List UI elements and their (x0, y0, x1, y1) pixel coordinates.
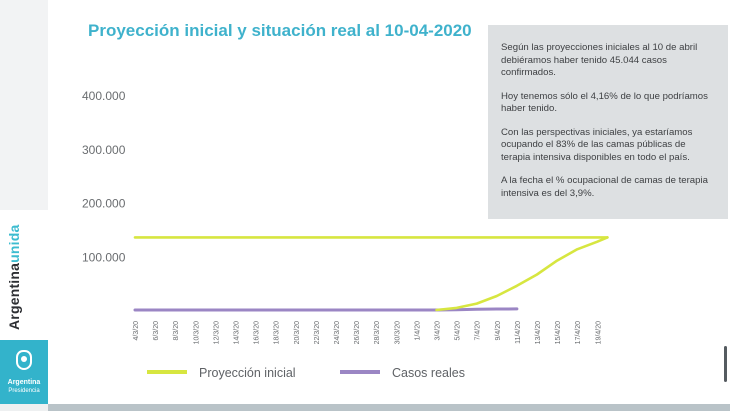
y-tick-label: 100.000 (82, 250, 126, 264)
x-tick-label: 24/3/20 (334, 321, 341, 344)
x-tick-label: 20/3/20 (294, 321, 301, 344)
left-strip (0, 0, 48, 210)
x-tick-label: 3/4/20 (435, 321, 442, 341)
x-tick-label: 17/4/20 (575, 321, 582, 344)
info-paragraph-3: Con las perspectivas iniciales, ya estar… (501, 126, 693, 163)
y-tick-label: 200.000 (82, 197, 126, 211)
info-panel: Según las proyecciones iniciales al 10 d… (488, 25, 728, 219)
x-tick-label: 26/3/20 (354, 321, 361, 344)
x-tick-label: 12/3/20 (213, 321, 220, 344)
x-tick-label: 15/4/20 (555, 321, 562, 344)
x-tick-label: 14/3/20 (234, 321, 241, 344)
x-tick-label: 10/3/20 (193, 321, 200, 344)
legend-label: Casos reales (392, 366, 465, 380)
x-tick-label: 22/3/20 (314, 321, 321, 344)
x-tick-label: 11/4/20 (515, 321, 522, 344)
info-paragraph-1: Según las proyecciones iniciales al 10 d… (501, 42, 698, 78)
info-paragraph-2: Hoy tenemos sólo el 4,16% de lo que podr… (501, 90, 708, 115)
y-tick-label: 300.000 (82, 143, 126, 157)
x-tick-label: 19/4/20 (595, 321, 602, 344)
argentina-presidencia-logo: Argentina Presidencia (0, 340, 48, 404)
info-paragraph-4: A la fecha el % ocupacional de camas de … (501, 175, 708, 199)
x-tick-label: 18/3/20 (274, 321, 281, 344)
x-tick-label: 1/4/20 (414, 321, 421, 341)
series-line-3 (435, 236, 609, 312)
argentina-shield-icon (16, 350, 32, 370)
logo-line-presidencia: Presidencia (8, 388, 40, 394)
x-tick-label: 13/4/20 (535, 321, 542, 344)
x-tick-label: 4/3/20 (133, 321, 140, 341)
x-tick-label: 16/3/20 (254, 321, 261, 344)
legend-label: Proyección inicial (199, 366, 296, 380)
x-tick-label: 9/4/20 (495, 321, 502, 341)
bottom-bar (48, 404, 730, 411)
x-tick-label: 30/3/20 (394, 321, 401, 344)
x-tick-label: 7/4/20 (475, 321, 482, 341)
series-line-2 (133, 307, 519, 312)
y-tick-label: 400.000 (82, 89, 126, 103)
chart-title: Proyección inicial y situación real al 1… (88, 21, 472, 40)
x-tick-label: 5/4/20 (455, 321, 462, 341)
logo-line-argentina: Argentina (7, 379, 41, 386)
x-tick-label: 6/3/20 (153, 321, 160, 341)
x-tick-label: 28/3/20 (374, 321, 381, 344)
x-tick-label: 8/3/20 (173, 321, 180, 341)
brand-panel (0, 210, 48, 340)
scrollbar-thumb[interactable] (724, 346, 727, 382)
